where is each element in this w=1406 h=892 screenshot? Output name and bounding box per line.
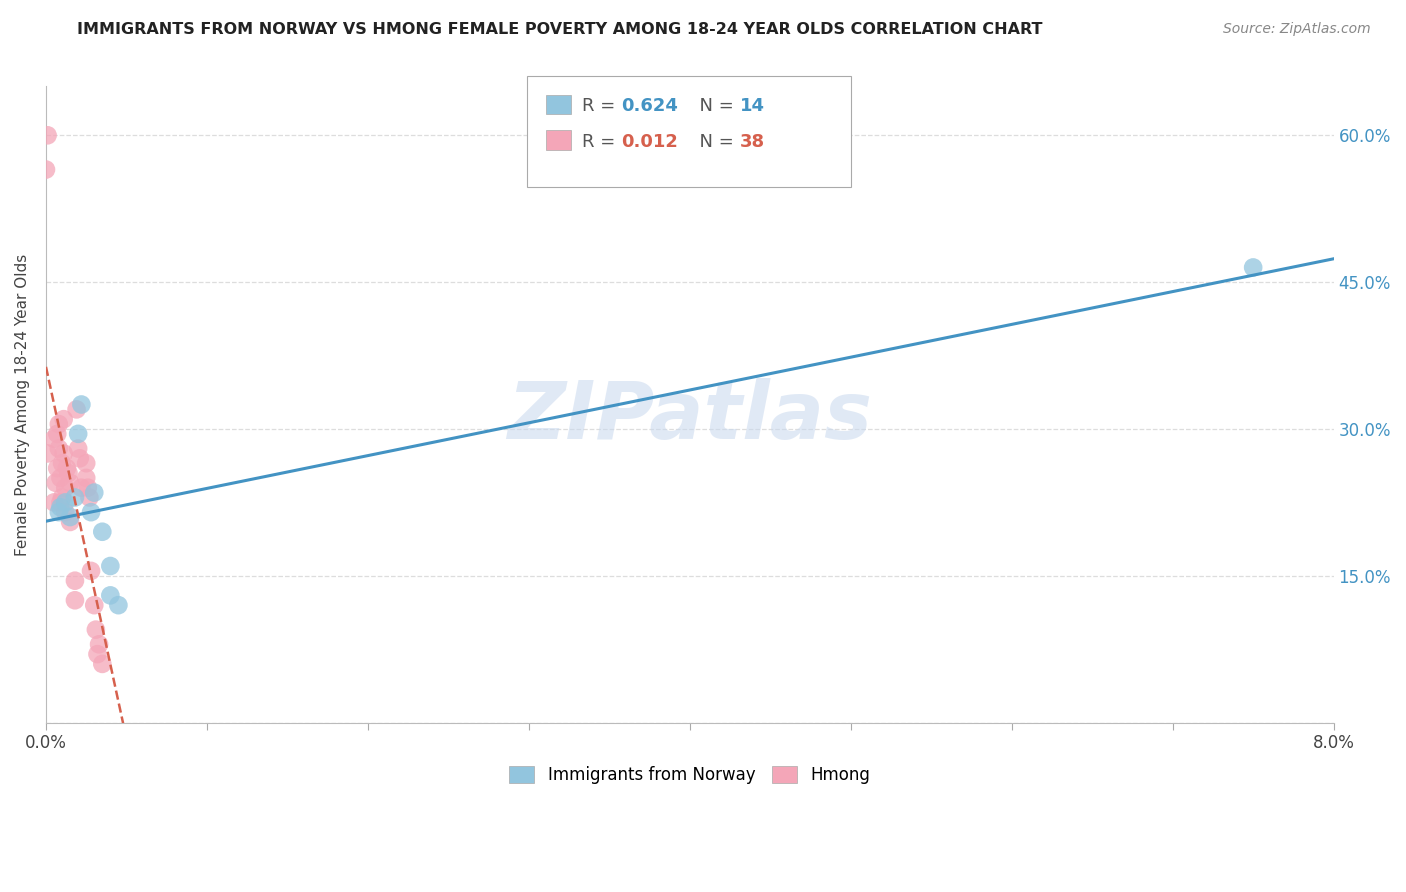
Point [107, 598, 129, 612]
Point [98, 559, 121, 574]
Point [91, 524, 114, 539]
Point [56, 461, 79, 475]
Point [58, 466, 80, 480]
Text: 0.624: 0.624 [621, 97, 678, 115]
Point [52, 446, 75, 460]
Point [84, 623, 107, 637]
Point [70, 481, 93, 495]
Point [52, 412, 75, 426]
Point [59, 510, 82, 524]
Point [80, 505, 103, 519]
Text: IMMIGRANTS FROM NORWAY VS HMONG FEMALE POVERTY AMONG 18-24 YEAR OLDS CORRELATION: IMMIGRANTS FROM NORWAY VS HMONG FEMALE P… [77, 22, 1043, 37]
Point [98, 588, 121, 602]
Point [51, 491, 73, 505]
Legend: Immigrants from Norway, Hmong: Immigrants from Norway, Hmong [503, 759, 877, 790]
Text: N =: N = [688, 133, 740, 151]
Point [75, 471, 97, 485]
Text: 14: 14 [740, 97, 765, 115]
Point [49, 471, 72, 485]
Text: Source: ZipAtlas.com: Source: ZipAtlas.com [1223, 22, 1371, 37]
Point [70, 397, 93, 411]
Point [59, 515, 82, 529]
Point [63, 593, 86, 607]
Point [76, 481, 98, 495]
Point [46, 426, 69, 441]
Point [48, 417, 70, 431]
Point [37, 446, 59, 460]
Point [42, 432, 65, 446]
Text: R =: R = [582, 133, 621, 151]
Point [35, 162, 58, 177]
Y-axis label: Female Poverty Among 18-24 Year Olds: Female Poverty Among 18-24 Year Olds [15, 253, 30, 556]
Point [1241, 260, 1264, 275]
Point [75, 456, 97, 470]
Point [53, 495, 76, 509]
Point [46, 461, 69, 475]
Point [49, 500, 72, 515]
Point [48, 505, 70, 519]
Point [83, 598, 105, 612]
Point [49, 495, 72, 509]
Text: N =: N = [688, 97, 740, 115]
Point [91, 657, 114, 671]
Point [69, 451, 91, 466]
Point [53, 481, 76, 495]
Point [63, 491, 86, 505]
Point [45, 475, 67, 490]
Text: R =: R = [582, 97, 621, 115]
Point [59, 475, 82, 490]
Point [37, 128, 59, 143]
Point [65, 402, 87, 417]
Point [53, 505, 76, 519]
Point [51, 456, 73, 470]
Point [67, 442, 90, 456]
Point [48, 442, 70, 456]
Point [67, 426, 90, 441]
Point [63, 574, 86, 588]
Point [42, 495, 65, 509]
Text: ZIPatlas: ZIPatlas [508, 378, 872, 456]
Point [87, 637, 110, 651]
Point [79, 491, 101, 505]
Point [80, 564, 103, 578]
Point [86, 647, 108, 661]
Text: 0.012: 0.012 [621, 133, 678, 151]
Text: 38: 38 [740, 133, 765, 151]
Point [83, 485, 105, 500]
